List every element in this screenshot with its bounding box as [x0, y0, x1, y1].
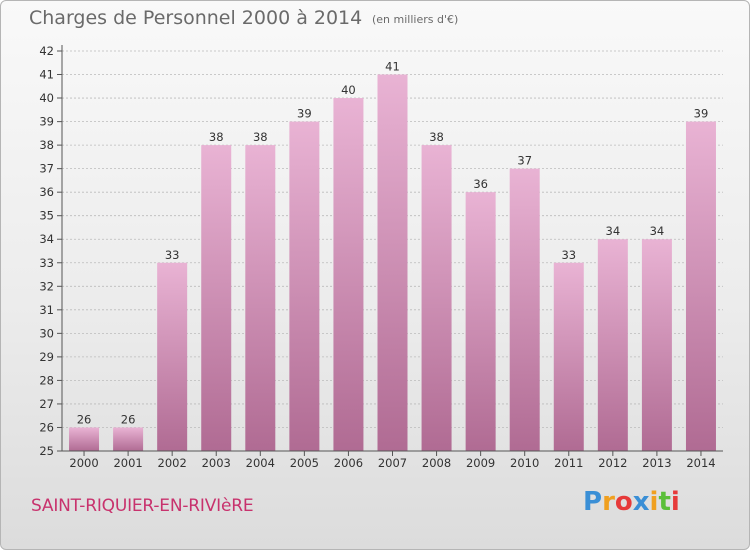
logo-letter: P [583, 487, 603, 517]
y-tick-label: 39 [39, 115, 54, 129]
y-tick-label: 40 [39, 91, 54, 105]
bar-value-label: 38 [429, 130, 444, 144]
bar [289, 121, 320, 452]
y-tick-label: 36 [39, 185, 54, 199]
x-tick-label: 2000 [69, 456, 98, 470]
bar [69, 427, 100, 451]
x-tick-label: 2002 [158, 456, 187, 470]
x-tick-label: 2011 [554, 456, 583, 470]
y-tick-label: 34 [39, 232, 54, 246]
bar-value-label: 36 [473, 177, 488, 191]
bar-value-label: 33 [561, 248, 576, 262]
y-tick-label: 42 [39, 44, 54, 58]
x-tick-label: 2012 [598, 456, 627, 470]
x-tick-label: 2004 [246, 456, 275, 470]
x-tick-label: 2014 [686, 456, 715, 470]
bar [421, 145, 452, 451]
logo-letter: t [658, 487, 671, 517]
proxiti-logo: Proxiti [583, 487, 680, 517]
bar [113, 427, 144, 451]
labels: 25 26 27 28 29 30 31 32 33 34 35 36 37 38 39 40 41 42 26 20… [39, 44, 715, 470]
bar-value-label: 33 [165, 248, 180, 262]
y-tick-label: 28 [39, 373, 54, 387]
bar [201, 145, 232, 451]
y-tick-label: 38 [39, 138, 54, 152]
bar-value-label: 38 [209, 130, 224, 144]
logo-letter: r [602, 487, 615, 517]
x-tick-label: 2013 [642, 456, 671, 470]
chart-title: Charges de Personnel 2000 à 2014 [29, 7, 363, 29]
y-tick-label: 26 [39, 420, 54, 434]
y-tick-label: 30 [39, 326, 54, 340]
bar [553, 262, 584, 451]
bar-value-label: 41 [385, 60, 400, 74]
y-tick-label: 41 [39, 68, 54, 82]
bar-value-label: 38 [253, 130, 268, 144]
logo-letter: i [670, 487, 680, 517]
x-tick-label: 2006 [334, 456, 363, 470]
bar-value-label: 26 [77, 412, 92, 426]
bar [641, 239, 672, 451]
x-tick-label: 2010 [510, 456, 539, 470]
y-tick-label: 35 [39, 209, 54, 223]
x-tick-label: 2005 [290, 456, 319, 470]
bar-value-label: 34 [650, 224, 665, 238]
bar [157, 262, 188, 451]
bar [465, 192, 496, 452]
y-tick-label: 33 [39, 256, 54, 270]
bar [509, 168, 540, 451]
x-tick-label: 2001 [113, 456, 142, 470]
bar [685, 121, 716, 452]
logo-letter: i [649, 487, 659, 517]
y-tick-label: 25 [39, 444, 54, 458]
y-tick-label: 31 [39, 303, 54, 317]
x-tick-label: 2007 [378, 456, 407, 470]
axes [57, 45, 723, 456]
logo-letter: o [614, 487, 633, 517]
bar-value-label: 34 [606, 224, 621, 238]
bar [377, 74, 408, 451]
x-tick-label: 2009 [466, 456, 495, 470]
bars [69, 74, 716, 452]
y-tick-label: 29 [39, 350, 54, 364]
logo-letter: x [632, 487, 650, 517]
y-tick-label: 32 [39, 279, 54, 293]
city-name: SAINT-RIQUIER-EN-RIVIèRE [31, 496, 254, 516]
bar [597, 239, 628, 451]
chart-subtitle: (en milliers d'€) [372, 13, 459, 26]
bar [245, 145, 276, 451]
bar-value-label: 39 [694, 107, 709, 121]
bar-value-label: 39 [297, 107, 312, 121]
y-tick-label: 37 [39, 162, 54, 176]
y-tick-label: 27 [39, 397, 54, 411]
bar-value-label: 40 [341, 83, 356, 97]
x-tick-label: 2008 [422, 456, 451, 470]
bar-value-label: 26 [121, 412, 136, 426]
bar [333, 98, 364, 451]
bar-value-label: 37 [517, 154, 532, 168]
x-tick-label: 2003 [202, 456, 231, 470]
